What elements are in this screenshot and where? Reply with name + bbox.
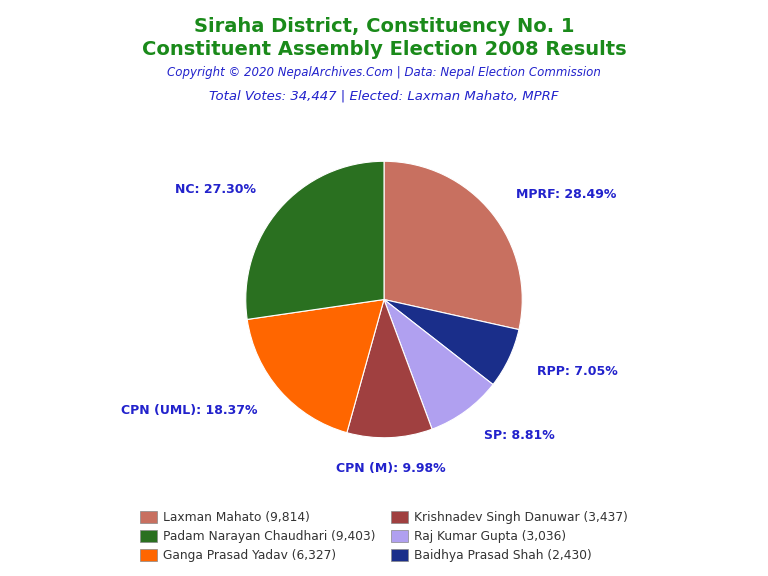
Text: CPN (M): 9.98%: CPN (M): 9.98% (336, 461, 445, 475)
Text: Siraha District, Constituency No. 1: Siraha District, Constituency No. 1 (194, 17, 574, 36)
Text: Copyright © 2020 NepalArchives.Com | Data: Nepal Election Commission: Copyright © 2020 NepalArchives.Com | Dat… (167, 66, 601, 79)
Text: Constituent Assembly Election 2008 Results: Constituent Assembly Election 2008 Resul… (141, 40, 627, 59)
Wedge shape (384, 300, 519, 385)
Wedge shape (384, 161, 522, 329)
Text: SP: 8.81%: SP: 8.81% (484, 429, 554, 442)
Text: MPRF: 28.49%: MPRF: 28.49% (515, 188, 616, 200)
Text: NC: 27.30%: NC: 27.30% (175, 183, 257, 196)
Text: Total Votes: 34,447 | Elected: Laxman Mahato, MPRF: Total Votes: 34,447 | Elected: Laxman Ma… (209, 89, 559, 103)
Wedge shape (247, 300, 384, 433)
Wedge shape (246, 161, 384, 320)
Wedge shape (347, 300, 432, 438)
Text: RPP: 7.05%: RPP: 7.05% (537, 365, 617, 378)
Text: CPN (UML): 18.37%: CPN (UML): 18.37% (121, 404, 257, 418)
Legend: Laxman Mahato (9,814), Padam Narayan Chaudhari (9,403), Ganga Prasad Yadav (6,32: Laxman Mahato (9,814), Padam Narayan Cha… (135, 506, 633, 567)
Wedge shape (384, 300, 493, 429)
